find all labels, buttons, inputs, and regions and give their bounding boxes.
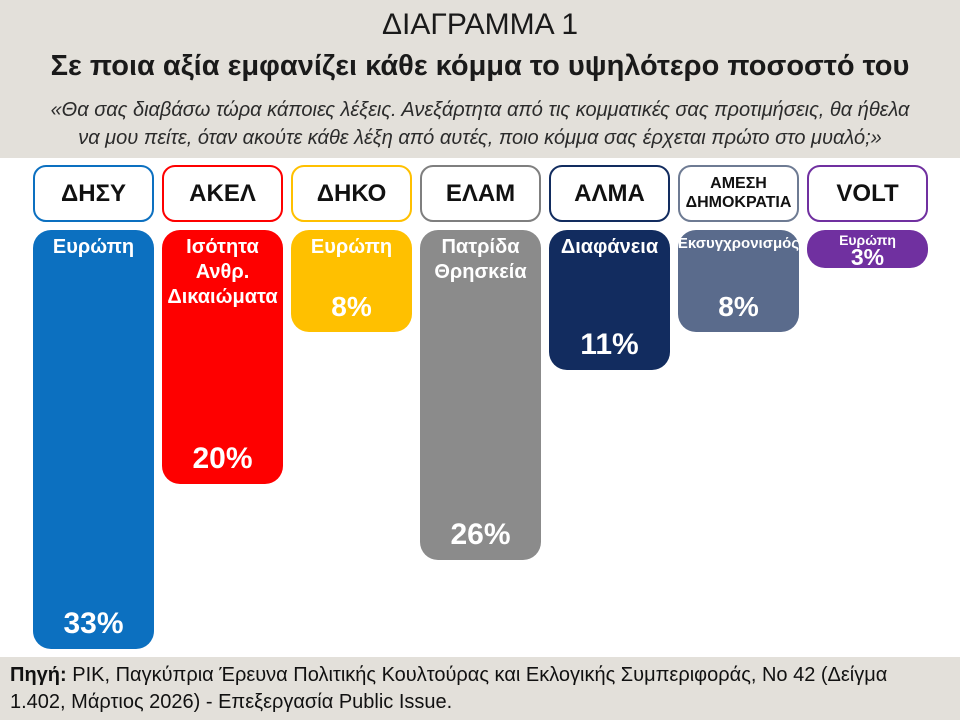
party-name: ΔΗΣΥ: [61, 181, 126, 206]
party-name-line: VOLT: [836, 179, 899, 207]
party-column: ΕΛΑΜ Πατρίδα Θρησκεία 26%: [420, 165, 541, 649]
party-header-box: VOLT: [807, 165, 928, 222]
survey-question-quote: «Θα σας διαβάσω τώρα κάποιες λέξεις. Ανε…: [0, 97, 960, 152]
value-bar: Ευρώπη 8%: [291, 230, 412, 332]
value-label-line: Θρησκεία: [434, 261, 527, 283]
party-column: ΑΜΕΣΗ ΔΗΜΟΚΡΑΤΙΑ Εκσυγχρονισμός 8%: [678, 165, 799, 649]
value-label-line: Ευρώπη: [52, 236, 135, 258]
source-label: Πηγή:: [10, 664, 67, 686]
party-name-line: ΔΗΣΥ: [61, 179, 126, 207]
percent-label: 11%: [580, 328, 639, 361]
value-label-line: Πατρίδα: [441, 236, 520, 258]
source-text: ΡΙΚ, Παγκύπρια Έρευνα Πολιτικής Κουλτούρ…: [10, 664, 888, 713]
chart-subtitle: Σε ποια αξία εμφανίζει κάθε κόμμα το υψη…: [50, 50, 910, 82]
party-name: ΕΛΑΜ: [446, 181, 515, 206]
value-bar: Ισότητα Ανθρ. Δικαιώματα 20%: [162, 230, 283, 484]
value-label: Πατρίδα Θρησκεία: [434, 235, 526, 285]
party-name: ΔΗΚΟ: [317, 181, 386, 206]
percent-label: 26%: [450, 518, 511, 551]
value-label-line: Ευρώπη: [839, 232, 896, 248]
value-label-line: Ισότητα: [186, 236, 259, 258]
party-name-line: ΕΛΑΜ: [445, 179, 516, 207]
party-name-line: ΑΛΜΑ: [574, 179, 645, 207]
percent-label: 8%: [331, 291, 372, 323]
party-column: VOLT Ευρώπη 3%: [807, 165, 928, 649]
value-label-line: Εκσυγχρονισμός: [677, 235, 800, 252]
value-label-line: Διαφάνεια: [560, 236, 659, 258]
chart-title: ΔΙΑΓΡΑΜΜΑ 1: [381, 8, 579, 41]
party-header-box: ΔΗΚΟ: [291, 165, 412, 222]
percent-label: 8%: [718, 291, 759, 323]
value-bar: Εκσυγχρονισμός 8%: [678, 230, 799, 332]
party-name: ΑΜΕΣΗ ΔΗΜΟΚΡΑΤΙΑ: [686, 175, 792, 212]
party-name: ΑΛΜΑ: [574, 181, 645, 206]
party-column: ΔΗΣΥ Ευρώπη 33%: [33, 165, 154, 649]
percent-label: 3%: [850, 244, 885, 270]
party-name-line: ΑΚΕΛ: [189, 179, 256, 207]
party-column: ΔΗΚΟ Ευρώπη 8%: [291, 165, 412, 649]
source-note: Πηγή: ΡΙΚ, Παγκύπρια Έρευνα Πολιτικής Κο…: [10, 662, 905, 716]
value-label: Ευρώπη: [53, 235, 134, 260]
value-label: Ευρώπη: [311, 235, 392, 260]
value-label: Ισότητα Ανθρ. Δικαιώματα: [167, 235, 277, 310]
value-label: Εκσυγχρονισμός: [678, 235, 799, 254]
percent-label: 20%: [192, 442, 253, 475]
party-column: ΑΛΜΑ Διαφάνεια 11%: [549, 165, 670, 649]
party-name: ΑΚΕΛ: [189, 181, 256, 206]
value-label: Διαφάνεια: [561, 235, 658, 260]
party-header-box: ΑΚΕΛ: [162, 165, 283, 222]
value-label-line: Ανθρ.: [195, 261, 250, 283]
value-bar: Πατρίδα Θρησκεία 26%: [420, 230, 541, 560]
value-bar: Διαφάνεια 11%: [549, 230, 670, 370]
party-columns: ΔΗΣΥ Ευρώπη 33% ΑΚΕΛ Ισότητα Ανθρ. Δικαιώμ…: [33, 165, 928, 649]
party-name: VOLT: [836, 181, 898, 206]
party-name-line: ΔΗΚΟ: [316, 179, 387, 207]
party-header-box: ΑΜΕΣΗ ΔΗΜΟΚΡΑΤΙΑ: [678, 165, 799, 222]
party-header-box: ΕΛΑΜ: [420, 165, 541, 222]
quote-line-1: «Θα σας διαβάσω τώρα κάποιες λέξεις. Ανε…: [50, 99, 910, 121]
party-column: ΑΚΕΛ Ισότητα Ανθρ. Δικαιώματα 20%: [162, 165, 283, 649]
party-header-box: ΔΗΣΥ: [33, 165, 154, 222]
value-bar: Ευρώπη 33%: [33, 230, 154, 649]
quote-line-2: να μου πείτε, όταν ακούτε κάθε λέξη από …: [78, 126, 882, 149]
party-name-line: ΑΜΕΣΗ: [710, 175, 767, 193]
party-header-box: ΑΛΜΑ: [549, 165, 670, 222]
value-label: Ευρώπη: [839, 233, 896, 247]
value-label-line: Δικαιώματα: [167, 286, 278, 308]
party-name-line: ΔΗΜΟΚΡΑΤΙΑ: [685, 193, 792, 211]
value-bar: Ευρώπη 3%: [807, 230, 928, 268]
percent-label: 33%: [63, 607, 124, 640]
value-label-line: Ευρώπη: [310, 236, 393, 258]
